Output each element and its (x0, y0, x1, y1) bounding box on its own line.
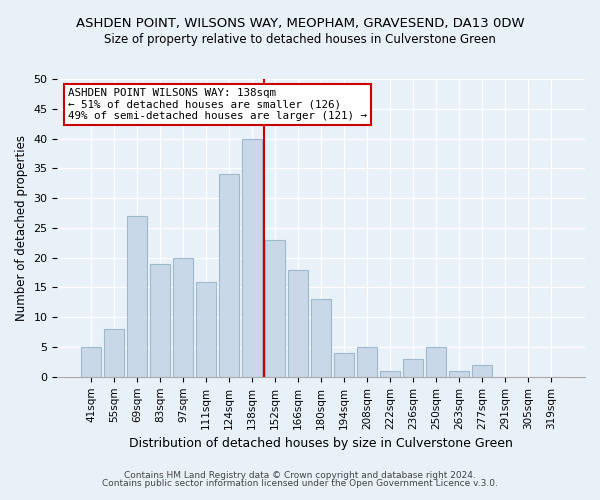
Bar (403, 359, 423, 377)
Bar (311, 300, 331, 377)
Bar (173, 258, 193, 377)
Bar (449, 371, 469, 377)
Text: ASHDEN POINT, WILSONS WAY, MEOPHAM, GRAVESEND, DA13 0DW: ASHDEN POINT, WILSONS WAY, MEOPHAM, GRAV… (76, 18, 524, 30)
Bar (427, 347, 446, 377)
Bar (380, 371, 400, 377)
Bar (151, 264, 170, 377)
Bar (358, 347, 377, 377)
Y-axis label: Number of detached properties: Number of detached properties (15, 135, 28, 321)
Bar (242, 138, 262, 377)
Bar (104, 329, 124, 377)
Bar (289, 270, 308, 377)
Text: ASHDEN POINT WILSONS WAY: 138sqm
← 51% of detached houses are smaller (126)
49% : ASHDEN POINT WILSONS WAY: 138sqm ← 51% o… (68, 88, 367, 121)
Bar (472, 365, 492, 377)
Text: Size of property relative to detached houses in Culverstone Green: Size of property relative to detached ho… (104, 32, 496, 46)
X-axis label: Distribution of detached houses by size in Culverstone Green: Distribution of detached houses by size … (129, 437, 513, 450)
Text: Contains HM Land Registry data © Crown copyright and database right 2024.: Contains HM Land Registry data © Crown c… (124, 471, 476, 480)
Bar (220, 174, 239, 377)
Bar (334, 353, 354, 377)
Bar (127, 216, 147, 377)
Bar (196, 282, 216, 377)
Bar (265, 240, 285, 377)
Text: Contains public sector information licensed under the Open Government Licence v.: Contains public sector information licen… (102, 478, 498, 488)
Bar (82, 347, 101, 377)
